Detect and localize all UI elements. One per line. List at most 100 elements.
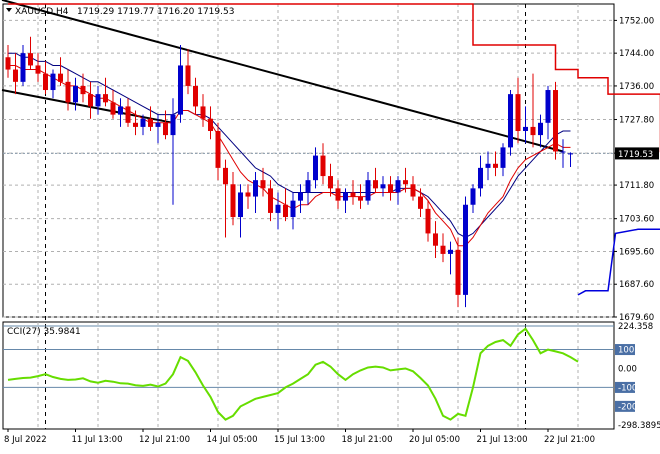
- candle-body: [268, 188, 273, 213]
- candle-body: [538, 122, 543, 136]
- candle-body: [305, 180, 311, 193]
- candle-body: [110, 102, 116, 115]
- cci-series: [3, 325, 614, 421]
- cci-label: CCI(27) 35.9841: [7, 327, 81, 337]
- candle-body: [178, 65, 183, 115]
- candle-body: [523, 126, 528, 132]
- candle-body: [365, 180, 371, 201]
- price-tick-label: 1695.60: [619, 247, 654, 257]
- candle-body: [50, 73, 56, 91]
- price-tick-label: 1727.80: [619, 116, 654, 126]
- candle-body: [388, 184, 393, 193]
- current-price-tag: [615, 147, 659, 160]
- candle-body: [328, 176, 333, 189]
- candle-body: [515, 94, 521, 132]
- price-tick-label: 1703.60: [619, 215, 654, 225]
- price-tick-label: 1752.00: [619, 16, 654, 26]
- candle-body: [298, 192, 303, 201]
- candle-body: [260, 180, 266, 189]
- price-tick-label: 1711.80: [619, 181, 654, 191]
- candle-body: [448, 249, 453, 254]
- candle-body: [35, 65, 41, 74]
- time-tick-label: 14 Jul 05:00: [207, 435, 258, 445]
- ma-slow-line: [8, 52, 571, 239]
- cci-tick-label: 100: [618, 346, 634, 356]
- candle-body: [395, 180, 401, 193]
- candle-body: [560, 151, 566, 153]
- candle-body: [290, 200, 296, 218]
- candle-body: [530, 126, 536, 136]
- candle-body: [103, 94, 108, 103]
- candle-body: [170, 114, 176, 136]
- price-tick-label: 1736.00: [619, 82, 654, 92]
- candle-body: [133, 122, 138, 127]
- candle-body: [238, 192, 243, 218]
- candle-body: [28, 53, 33, 66]
- candle-body: [193, 85, 198, 107]
- candle-body: [470, 188, 476, 205]
- trendline-lower: [1, 89, 174, 124]
- candle-body: [358, 196, 363, 201]
- candle-body: [223, 167, 228, 185]
- candle-body: [313, 155, 318, 181]
- candle-body: [320, 155, 326, 177]
- candle-body: [65, 81, 71, 103]
- candle-body: [493, 163, 498, 168]
- candle-body: [545, 90, 551, 123]
- time-tick-label: 22 Jul 21:00: [544, 435, 595, 445]
- candle-body: [5, 57, 11, 70]
- candle-body: [200, 106, 206, 119]
- candle-body: [553, 90, 558, 152]
- cci-tick-label: -100: [618, 383, 637, 393]
- candle-body: [253, 180, 258, 197]
- candle-body: [410, 184, 416, 197]
- candle-body: [455, 249, 461, 295]
- price-tick-label: 1744.00: [619, 49, 654, 59]
- cci-tick-bg: [615, 400, 635, 412]
- candle-body: [418, 196, 423, 209]
- candle-body: [380, 184, 386, 189]
- cci-tick-label: -298.3895: [618, 421, 660, 431]
- axes: 1752.001744.001736.001727.801719.601711.…: [4, 16, 660, 445]
- candle-body: [245, 192, 251, 197]
- ma-fast-line: [8, 65, 571, 247]
- time-tick-label: 21 Jul 13:00: [477, 435, 528, 445]
- cci-tick-label: 0.00: [618, 364, 637, 374]
- candle-body: [440, 245, 446, 254]
- cci-tick-bg: [615, 381, 635, 393]
- trendline-upper: [1, 0, 564, 153]
- candle-body: [155, 122, 161, 127]
- candle-body: [73, 85, 78, 103]
- candle-body: [118, 106, 123, 115]
- candle-body: [43, 73, 48, 91]
- candle-body: [403, 180, 408, 185]
- price-tick-label: 1687.60: [619, 280, 654, 290]
- candle-body: [508, 94, 513, 148]
- cci-tick-label: -200: [618, 402, 637, 412]
- support-line: [577, 228, 660, 296]
- price-panel: [2, 3, 615, 318]
- current-price-label: 1719.53: [618, 150, 653, 160]
- time-tick-label: 18 Jul 21:00: [342, 435, 393, 445]
- envelope-line: [8, 3, 660, 153]
- price-indicators: [1, 0, 660, 296]
- candle-body: [343, 192, 348, 201]
- candle-body: [275, 204, 281, 213]
- candle-body: [148, 118, 153, 127]
- candle-body: [373, 180, 378, 189]
- candle-body: [433, 233, 438, 246]
- candles: [5, 36, 573, 308]
- candle-body: [425, 208, 431, 234]
- candle-body: [125, 106, 131, 123]
- candle-body: [13, 69, 18, 82]
- candle-body: [95, 94, 101, 107]
- price-tick-label: 1679.60: [619, 313, 654, 323]
- candle-body: [58, 73, 63, 82]
- cci-tick-bg: [615, 344, 635, 356]
- triangle-down-icon: [6, 8, 12, 12]
- time-tick-label: 20 Jul 05:00: [409, 435, 460, 445]
- time-tick-label: 8 Jul 2022: [4, 435, 47, 445]
- candle-body: [140, 118, 146, 127]
- cci-panel: [2, 321, 615, 430]
